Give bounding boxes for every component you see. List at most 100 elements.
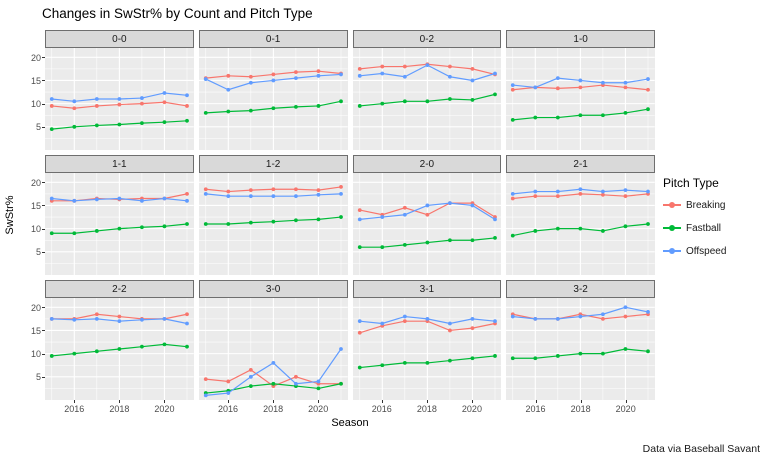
- y-tick-mark: [42, 182, 45, 184]
- facet-1-1: 1-1: [45, 155, 194, 275]
- facet-plot-3-2: [506, 298, 655, 400]
- facet-3-1: 3-1: [352, 280, 502, 400]
- series-fastball-3-1: [357, 354, 497, 370]
- facet-strip-2-2: 2-2: [45, 280, 194, 298]
- x-tick-mark: [119, 400, 121, 403]
- facet-1-2: 1-2: [198, 155, 348, 275]
- legend-entry-offspeed: Offspeed: [663, 244, 726, 258]
- x-tick-label: 2016: [371, 404, 392, 414]
- facet-0-0: 0-0: [45, 30, 194, 150]
- y-tick-mark: [42, 57, 45, 59]
- series-fastball-2-2: [49, 342, 189, 358]
- facet-plot-2-1: [506, 173, 655, 275]
- facet-2-0: 2-0: [352, 155, 502, 275]
- facet-plot-1-1: [45, 173, 194, 275]
- y-tick-label: 15: [30, 75, 41, 86]
- series-offspeed-1-1: [49, 196, 189, 203]
- facet-plot-1-2: [198, 173, 348, 275]
- x-tick-mark: [228, 400, 230, 403]
- series-offspeed-0-0: [49, 91, 189, 104]
- series-offspeed-1-0: [511, 76, 651, 90]
- series-offspeed-3-1: [357, 314, 497, 326]
- facet-panel-1-0: [506, 48, 655, 150]
- legend-entry-label: Fastball: [686, 222, 722, 234]
- series-breaking-1-2: [203, 185, 343, 194]
- series-fastball-1-0: [511, 107, 651, 122]
- series-offspeed-2-1: [511, 187, 651, 196]
- facet-strip-1-1: 1-1: [45, 155, 194, 173]
- facet-plot-3-0: [198, 298, 348, 400]
- y-axis-label: SwStr%: [4, 195, 16, 235]
- x-tick-label: 2016: [64, 404, 85, 414]
- y-tick-mark: [42, 353, 45, 355]
- series-fastball-2-0: [357, 236, 497, 250]
- facet-strip-3-0: 3-0: [198, 280, 348, 298]
- facet-strip-1-2: 1-2: [198, 155, 348, 173]
- x-tick-label: 2016: [218, 404, 239, 414]
- facet-strip-0-2: 0-2: [352, 30, 502, 48]
- facet-strip-3-2: 3-2: [506, 280, 655, 298]
- facet-3-2: 3-2: [506, 280, 655, 400]
- legend-entry-label: Offspeed: [686, 245, 727, 257]
- y-tick-label: 15: [30, 200, 41, 211]
- x-tick-mark: [381, 400, 383, 403]
- x-tick-mark: [535, 400, 537, 403]
- legend-key-dot: [669, 247, 675, 254]
- facet-panel-0-0: [45, 48, 194, 150]
- x-tick-label: 2018: [109, 404, 130, 414]
- y-tick-label: 5: [35, 247, 41, 258]
- series-fastball-0-1: [203, 99, 343, 115]
- y-tick-mark: [42, 330, 45, 332]
- x-tick-label: 2020: [615, 404, 636, 414]
- x-tick-label: 2018: [416, 404, 437, 414]
- facet-panel-0-1: [198, 48, 348, 150]
- facet-strip-0-1: 0-1: [198, 30, 348, 48]
- x-tick-label: 2016: [525, 404, 546, 414]
- x-tick-mark: [164, 400, 166, 403]
- caption: Data via Baseball Savant: [642, 443, 760, 455]
- y-tick-mark: [42, 80, 45, 82]
- legend-key-dot: [669, 224, 675, 231]
- y-tick-label: 20: [30, 177, 41, 188]
- legend-entry-label: Breaking: [686, 199, 726, 211]
- series-offspeed-1-2: [203, 191, 343, 199]
- facet-panel-1-2: [198, 173, 348, 275]
- x-axis-label: Season: [331, 417, 369, 429]
- facet-panel-3-2: [506, 298, 655, 400]
- x-tick-mark: [318, 400, 320, 403]
- series-offspeed-0-1: [203, 72, 343, 92]
- facet-strip-2-1: 2-1: [506, 155, 655, 173]
- legend-key-icon: [663, 198, 681, 212]
- legend: Pitch Type Breaking Fastball Offspeed: [663, 176, 726, 267]
- facet-3-0: 3-0: [198, 280, 348, 400]
- facet-panel-2-1: [506, 173, 655, 275]
- facet-plot-0-1: [198, 48, 348, 150]
- x-tick-label: 2018: [263, 404, 284, 414]
- x-tick-mark: [74, 400, 76, 403]
- y-tick-label: 10: [30, 99, 41, 110]
- legend-title: Pitch Type: [663, 176, 719, 190]
- legend-key-icon: [663, 244, 681, 258]
- y-tick-label: 20: [30, 302, 41, 313]
- facet-plot-1-0: [506, 48, 655, 150]
- chart-title: Changes in SwStr% by Count and Pitch Typ…: [42, 6, 313, 21]
- y-tick-label: 20: [30, 52, 41, 63]
- facet-plot-2-0: [352, 173, 502, 275]
- facet-2-2: 2-2: [45, 280, 194, 400]
- x-tick-mark: [426, 400, 428, 403]
- y-tick-label: 10: [30, 224, 41, 235]
- series-offspeed-3-2: [511, 305, 651, 321]
- facet-strip-2-0: 2-0: [352, 155, 502, 173]
- y-tick-mark: [42, 251, 45, 253]
- series-breaking-0-0: [49, 100, 189, 111]
- facet-panel-1-1: [45, 173, 194, 275]
- x-tick-label: 2020: [308, 404, 329, 414]
- facet-plot-0-0: [45, 48, 194, 150]
- facet-0-1: 0-1: [198, 30, 348, 150]
- y-tick-label: 5: [35, 372, 41, 383]
- y-tick-label: 10: [30, 349, 41, 360]
- facet-2-1: 2-1: [506, 155, 655, 275]
- y-tick-label: 15: [30, 325, 41, 336]
- series-fastball-3-2: [511, 347, 651, 361]
